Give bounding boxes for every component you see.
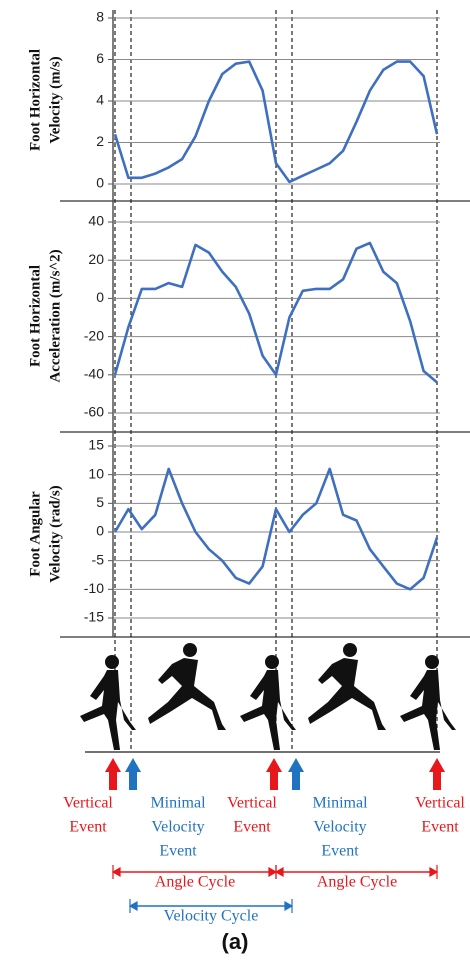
y-tick-label: 8 — [96, 9, 104, 25]
event-arrow — [105, 758, 121, 790]
event-label: Event — [69, 819, 107, 836]
event-label: Vertical — [415, 795, 465, 812]
runners — [80, 643, 456, 750]
figure: (a) 02468Foot HorizontalVelocity (m/s)-6… — [0, 0, 470, 963]
y-tick-label: -5 — [92, 551, 105, 567]
event-label: Event — [233, 819, 271, 836]
y-axis-label: Foot Horizontal — [27, 49, 43, 151]
y-tick-label: -40 — [84, 366, 104, 382]
y-tick-label: 0 — [96, 289, 104, 305]
y-tick-label: 20 — [88, 251, 104, 267]
cycle-label: Angle Cycle — [317, 874, 397, 891]
y-tick-label: 4 — [96, 92, 104, 108]
cycle-label: Velocity Cycle — [164, 908, 259, 925]
y-axis-label: Acceleration (m/s^2) — [47, 249, 63, 382]
data-line — [115, 62, 437, 182]
y-tick-label: 40 — [88, 213, 104, 229]
y-axis-label: Velocity (m/s) — [47, 56, 63, 143]
y-axis-label: Velocity (rad/s) — [47, 485, 63, 582]
y-tick-label: -60 — [84, 404, 104, 420]
y-tick-label: 5 — [96, 494, 104, 510]
event-label: Minimal — [150, 795, 206, 812]
y-tick-label: 2 — [96, 133, 104, 149]
event-lines — [115, 10, 437, 750]
event-label: Event — [421, 819, 459, 836]
y-tick-label: 0 — [96, 175, 104, 191]
y-tick-label: 0 — [96, 523, 104, 539]
event-label: Event — [159, 843, 197, 860]
event-label: Velocity — [313, 819, 366, 836]
y-tick-label: 6 — [96, 50, 104, 66]
event-arrow — [266, 758, 282, 790]
event-arrow — [125, 758, 141, 790]
y-tick-label: -10 — [84, 580, 104, 596]
event-label: Vertical — [227, 795, 277, 812]
event-label: Vertical — [63, 795, 113, 812]
cycle-label: Angle Cycle — [155, 874, 235, 891]
caption: (a) — [222, 929, 249, 954]
y-tick-label: -20 — [84, 327, 104, 343]
y-axis-label: Foot Angular — [27, 491, 43, 577]
y-axis-label: Foot Horizontal — [27, 265, 43, 367]
event-arrow — [429, 758, 445, 790]
event-label: Velocity — [151, 819, 204, 836]
y-tick-label: 15 — [88, 437, 104, 453]
event-arrow — [288, 758, 304, 790]
y-tick-label: -15 — [84, 609, 104, 625]
y-tick-label: 10 — [88, 465, 104, 481]
event-label: Event — [321, 843, 359, 860]
event-label: Minimal — [312, 795, 368, 812]
